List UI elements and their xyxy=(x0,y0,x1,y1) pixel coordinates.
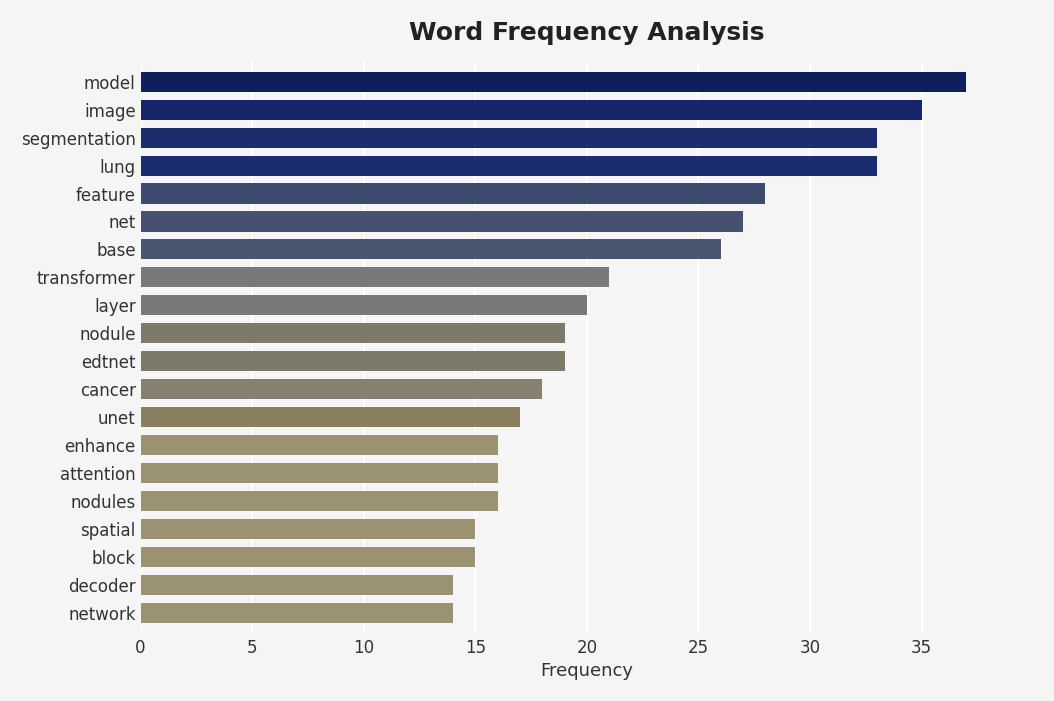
Bar xyxy=(140,128,877,148)
Bar xyxy=(140,295,587,315)
Bar xyxy=(140,547,475,567)
Title: Word Frequency Analysis: Word Frequency Analysis xyxy=(409,21,764,45)
Bar xyxy=(140,603,453,622)
Bar xyxy=(140,435,497,455)
Bar xyxy=(140,239,721,259)
Bar xyxy=(140,100,921,120)
Bar xyxy=(140,379,542,399)
Bar xyxy=(140,491,497,511)
Bar xyxy=(140,351,565,372)
Bar xyxy=(140,72,967,92)
Bar xyxy=(140,519,475,539)
Bar xyxy=(140,407,520,427)
Bar xyxy=(140,323,565,343)
Bar xyxy=(140,156,877,176)
Bar xyxy=(140,267,609,287)
Bar xyxy=(140,212,743,231)
Bar xyxy=(140,463,497,483)
X-axis label: Frequency: Frequency xyxy=(541,662,633,680)
Bar xyxy=(140,184,765,203)
Bar xyxy=(140,575,453,594)
